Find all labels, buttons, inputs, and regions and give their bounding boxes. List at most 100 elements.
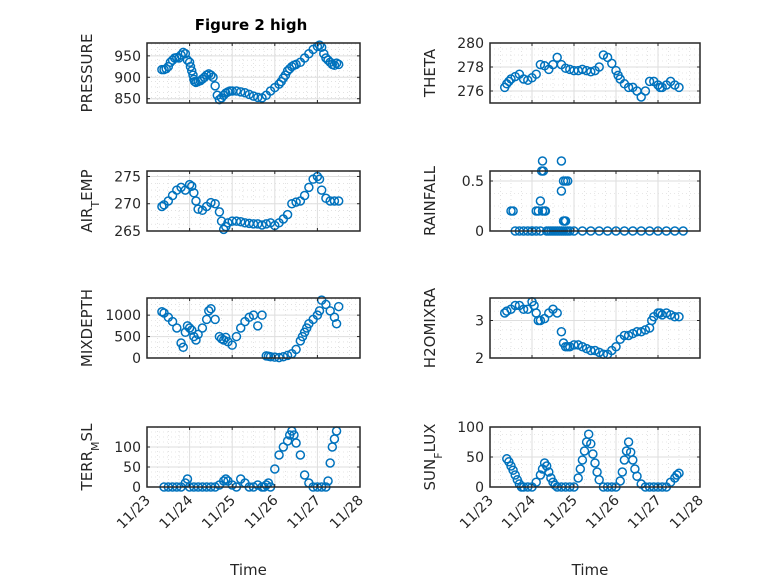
sun_flux-y-tick-label: 0 (475, 480, 484, 496)
air_temp-point (287, 198, 297, 209)
terr_msl-point (218, 476, 229, 486)
mixdepth-point (191, 335, 201, 345)
mixdepth-point (227, 340, 237, 350)
sun_flux-x-tick-label: 11/25 (541, 493, 581, 533)
mixdepth-point (329, 312, 340, 323)
theta-point (577, 64, 588, 75)
terr_msl-point (291, 438, 301, 448)
mixdepth-point (257, 310, 267, 320)
terr_msl-point (299, 470, 310, 480)
sun_flux-point (579, 446, 590, 456)
h2omixra-y-tick-label: 2 (475, 351, 484, 367)
mixdepth-point (278, 351, 289, 362)
air_temp-point (184, 179, 195, 190)
terr_msl-point (221, 474, 231, 484)
h2omixra-point (670, 312, 680, 322)
air_temp-point (231, 216, 242, 226)
pressure-point (333, 59, 344, 70)
air_temp-point (157, 201, 167, 212)
air_temp-point (210, 198, 220, 209)
sun_flux-point (594, 475, 604, 485)
air_temp-y-axis-label: AIRTEMP (78, 169, 102, 232)
theta-point (607, 58, 617, 69)
mixdepth-point (282, 350, 293, 361)
air_temp-plot-area (147, 171, 360, 231)
rainfall-point (533, 206, 544, 216)
theta-y-axis-label: THETA (421, 48, 439, 98)
rainfall-y-tick-label: 0 (475, 224, 484, 240)
pressure-point (176, 50, 186, 60)
air_temp-point (261, 219, 272, 229)
sun_flux-y-axis-label: SUNFLUX (421, 424, 445, 491)
rainfall-point (537, 156, 548, 166)
pressure-point (314, 40, 325, 50)
h2omixra-point (632, 327, 642, 337)
sun_flux-point (508, 465, 518, 475)
terr_msl-point (325, 458, 335, 468)
rainfall-y-tick-label: 0.5 (462, 174, 484, 190)
h2omixra-point (655, 308, 665, 318)
theta-point (560, 63, 571, 73)
mixdepth-point (291, 344, 301, 355)
terr_msl-point (270, 464, 280, 474)
air_temp-y-tick-label: 275 (114, 169, 141, 185)
mixdepth-point (184, 323, 195, 333)
mixdepth-point (231, 331, 242, 342)
air_temp-point (282, 209, 293, 220)
terr_msl-y-tick-label: 50 (123, 460, 141, 476)
mixdepth-point (172, 323, 182, 333)
h2omixra-point (569, 340, 579, 350)
pressure-y-tick-label: 900 (114, 70, 141, 86)
air_temp-point (314, 174, 325, 184)
rainfall-point (508, 206, 518, 216)
sun_flux-point (672, 470, 682, 480)
sun_flux-y-tick-label: 100 (457, 420, 484, 436)
h2omixra-y-tick-label: 3 (475, 314, 484, 330)
sun_flux-point (535, 470, 546, 480)
h2omixra-y-axis-label: H2OMIXRA (421, 287, 439, 368)
pressure-point (244, 89, 254, 100)
air_temp-point (186, 181, 197, 192)
sun_flux-point (531, 477, 541, 487)
mixdepth-point (197, 323, 208, 333)
theta-point (552, 52, 562, 63)
theta-y-tick-label: 280 (457, 36, 484, 52)
h2omixra-plot-area (490, 298, 700, 358)
terr_msl-x-tick-label: 11/28 (327, 493, 367, 533)
mixdepth-point (235, 323, 246, 333)
h2omixra-point (586, 345, 596, 356)
terr_msl-y-tick-label: 100 (114, 440, 141, 456)
mixdepth-point (193, 329, 203, 340)
air_temp-point (316, 185, 327, 195)
air_temp-point (304, 182, 314, 193)
pressure-point (329, 60, 340, 71)
sun_flux-point (623, 437, 634, 447)
sun_flux-x-tick-label: 11/27 (625, 493, 665, 533)
mixdepth-axes-box (146, 297, 361, 359)
h2omixra-point (552, 308, 562, 318)
rainfall-point (562, 176, 573, 186)
air_temp-point (329, 196, 340, 206)
sun_flux-point (550, 480, 560, 490)
mixdepth-point (178, 342, 188, 353)
terr_msl-point (274, 450, 284, 460)
theta-point (586, 67, 596, 77)
pressure-point (185, 61, 196, 72)
sun_flux-x-tick-label: 11/23 (457, 493, 497, 533)
rainfall-axes-box (489, 170, 701, 232)
figure-title: Figure 2 high (195, 16, 308, 34)
sun_flux-point (628, 455, 638, 465)
air_temp-axes-box (146, 170, 361, 232)
sun_flux-point (588, 449, 598, 459)
theta-point (535, 59, 546, 70)
sun_flux-point (617, 467, 628, 477)
sun_flux-point (573, 473, 583, 483)
h2omixra-point (619, 330, 630, 341)
pressure-point (231, 86, 242, 96)
terr_msl-x-tick-label: 11/25 (199, 493, 239, 533)
sun_flux-x-tick-label: 11/28 (667, 493, 707, 533)
sun_flux-x-tick-label: 11/24 (499, 492, 539, 532)
sun_flux-point (621, 446, 632, 456)
sun_flux-point (541, 461, 552, 471)
terr_msl-x-axis-label: Time (229, 561, 267, 579)
